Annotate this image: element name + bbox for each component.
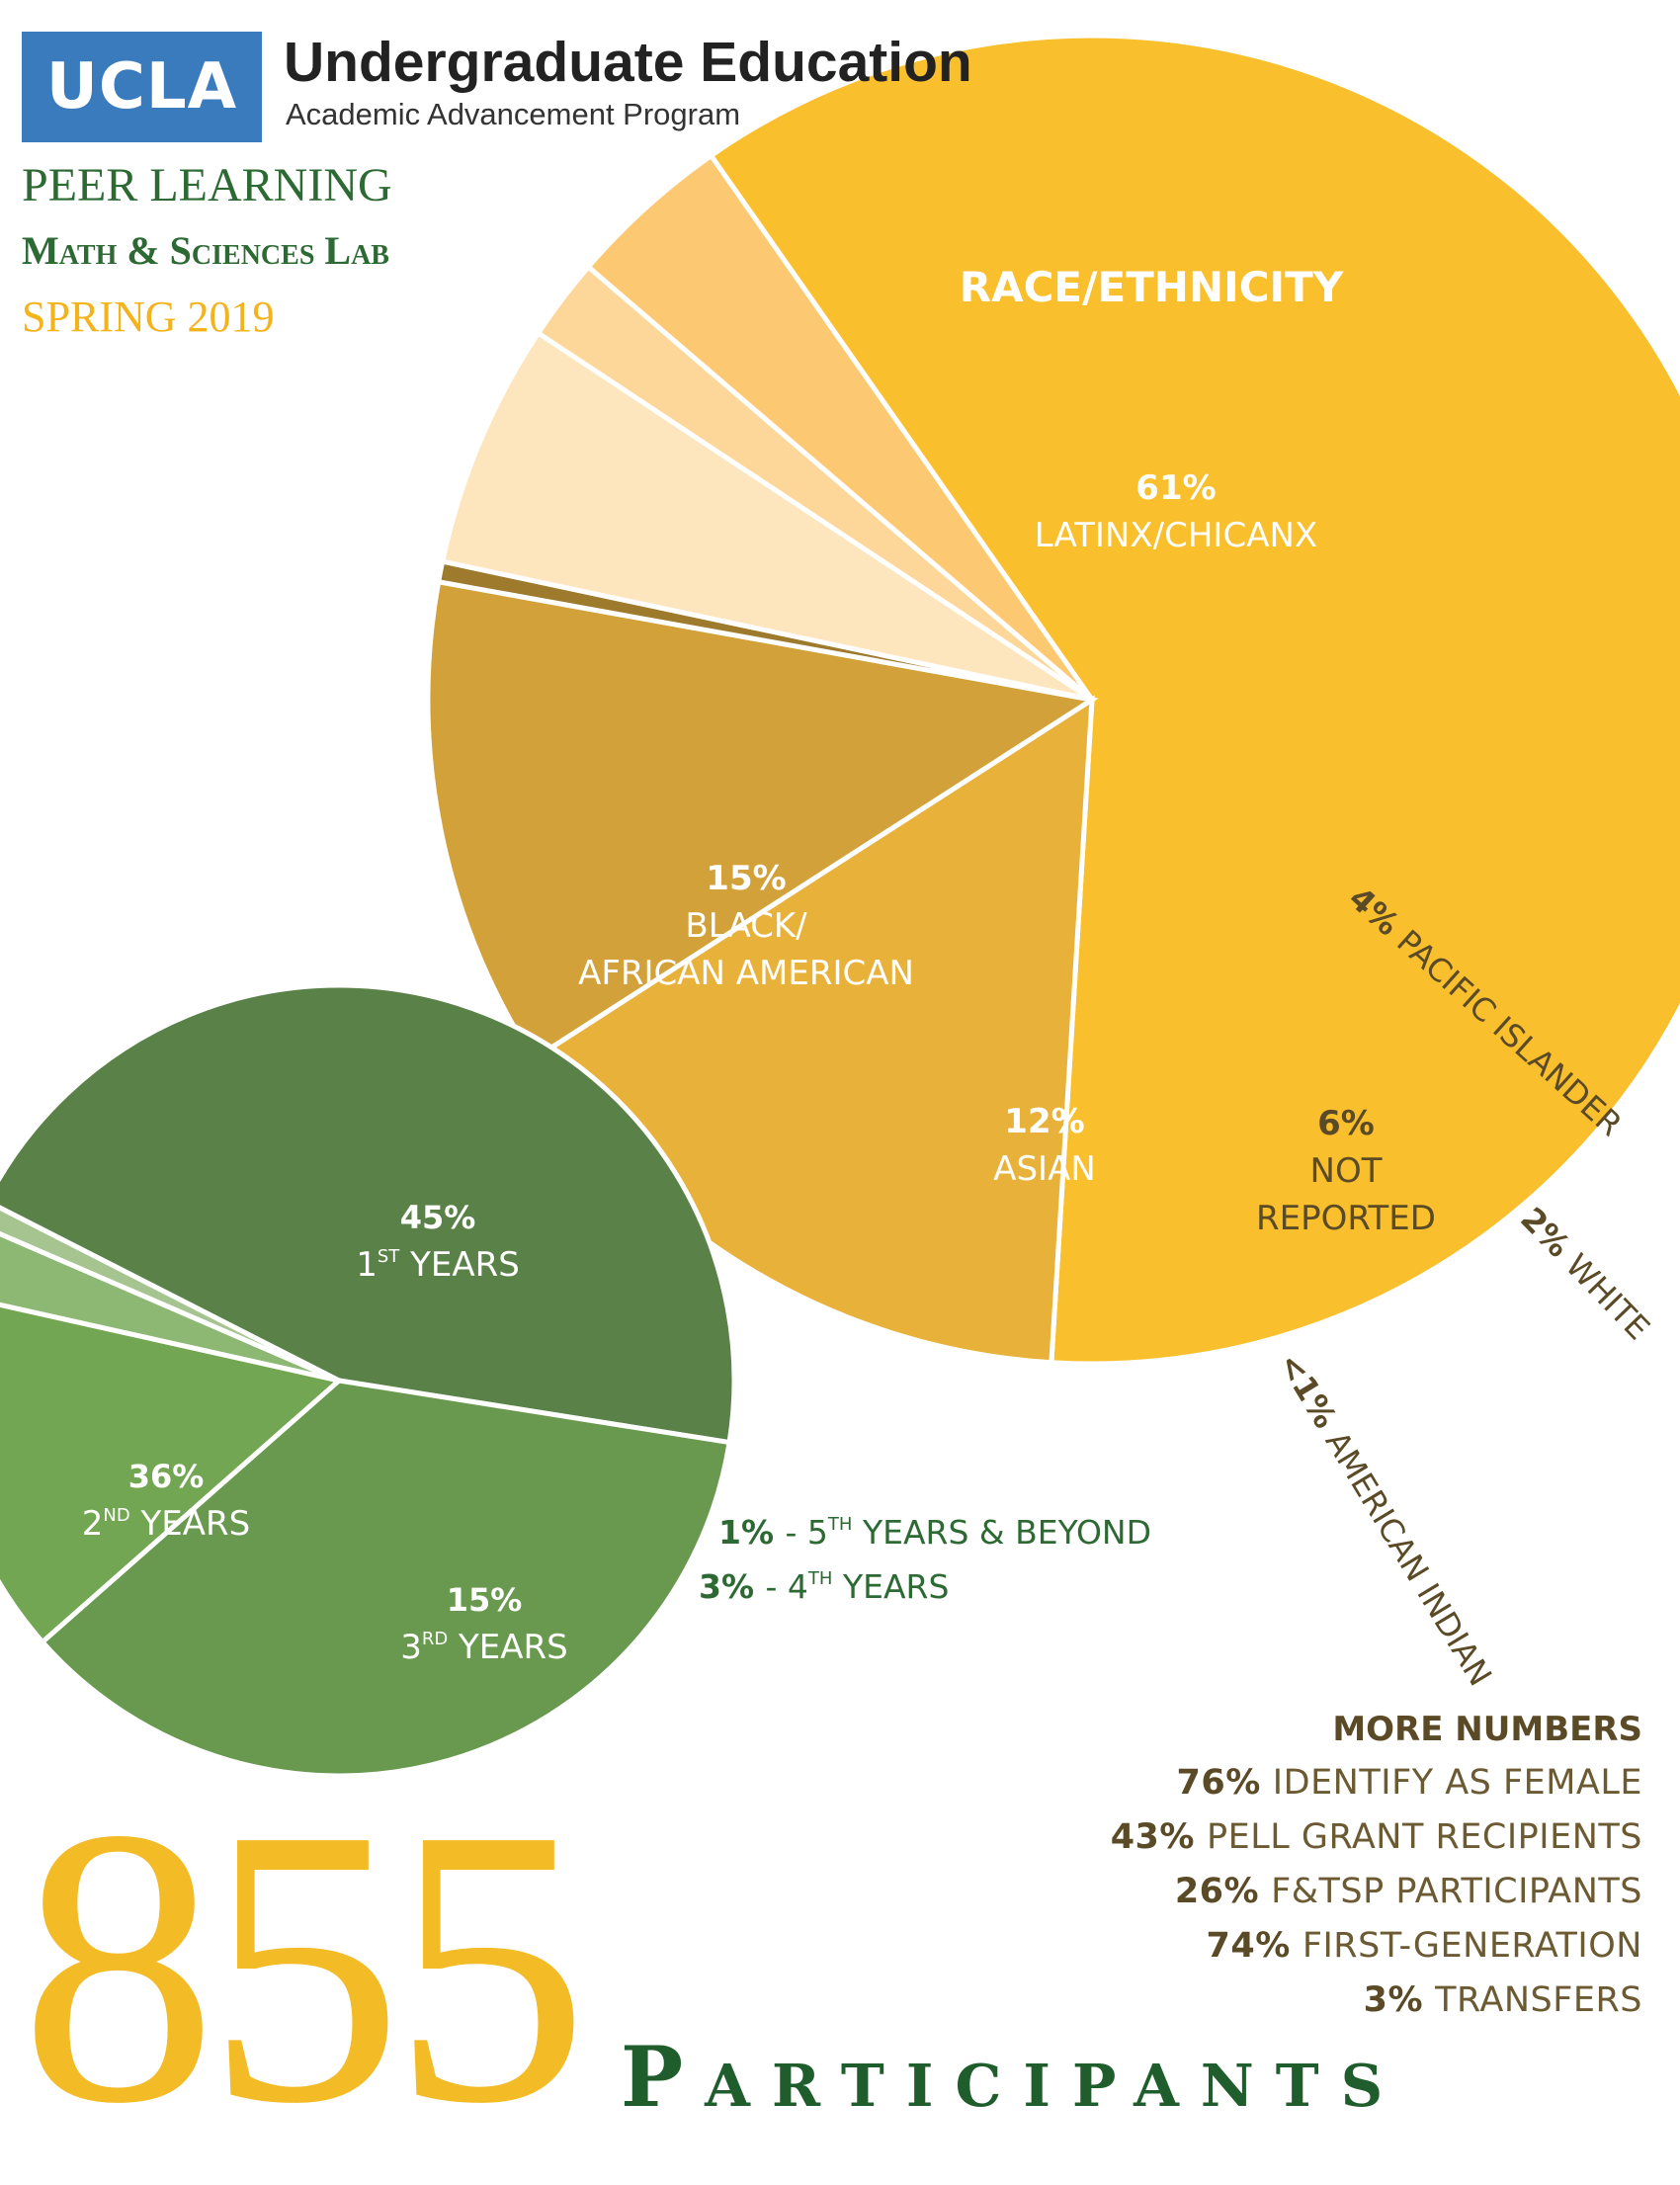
year-pct-label-3rd-years: 15% — [447, 1581, 523, 1619]
ucla-logo: UCLA — [22, 32, 262, 142]
race-name-label-black-african-american-1: AFRICAN AMERICAN — [578, 954, 914, 993]
year-outer-part: - 5 — [786, 1513, 828, 1552]
more-numbers-panel: MORE NUMBERS 76% IDENTIFY AS FEMALE 43% PE… — [1111, 1710, 1642, 2035]
year-name-part: YEARS — [130, 1504, 251, 1544]
stat-text: IDENTIFY AS FEMALE — [1272, 1763, 1642, 1803]
race-pct-label-not-reported: 6% — [1317, 1104, 1375, 1143]
year-name-part: YEARS — [448, 1628, 568, 1667]
participants-label: Participants — [621, 2028, 1405, 2126]
race-slice-not-reported — [439, 329, 1094, 703]
race-chart-title: RACE/ETHNICITY — [960, 263, 1344, 311]
race-name-label-not-reported-1: REPORTED — [1256, 1199, 1436, 1238]
year-name-part: 3 — [400, 1628, 422, 1667]
stat-row: 74% FIRST-GENERATION — [1111, 1926, 1642, 1966]
stat-text: FIRST-GENERATION — [1302, 1926, 1642, 1966]
year-name-part: 2 — [82, 1504, 104, 1544]
year-slice-4th-years — [0, 1230, 340, 1384]
ucla-logo-text: UCLA — [45, 50, 238, 124]
race-slice-pacific-islander — [584, 152, 1095, 702]
stat-row: 76% IDENTIFY AS FEMALE — [1111, 1763, 1642, 1803]
race-slice-name-white: WHITE — [1558, 1246, 1657, 1347]
year-outer-part: 3% — [699, 1567, 766, 1606]
stat-pct: 76% — [1176, 1763, 1261, 1803]
more-numbers-title: MORE NUMBERS — [1332, 1710, 1642, 1749]
year-outer-label-4th-years: 3% - 4TH YEARS — [699, 1567, 949, 1606]
participant-count: 855 — [20, 1747, 589, 2185]
year-outer-part: TH — [807, 1568, 833, 1589]
year-name-label-3rd-years: 3RD YEARS — [400, 1628, 568, 1667]
year-outer-part: 1% — [718, 1513, 786, 1552]
race-slice-latinx-chicanx — [708, 33, 1680, 1367]
stat-row: 3% TRANSFERS — [1111, 1980, 1642, 2020]
race-slice-pct-american-indian: <1% — [1271, 1347, 1350, 1445]
race-pct-label-black-african-american: 15% — [706, 859, 786, 898]
year-outer-label-5th-years-beyond: 1% - 5TH YEARS & BEYOND — [718, 1513, 1151, 1552]
year-pct-label-1st-years: 45% — [400, 1199, 476, 1236]
race-name-label-latinx-chicanx-0: LATINX/CHICANX — [1035, 516, 1317, 555]
year-name-part: 1 — [356, 1245, 378, 1285]
race-pct-label-asian: 12% — [1004, 1102, 1084, 1141]
stat-row: 43% PELL GRANT RECIPIENTS — [1111, 1817, 1642, 1857]
stat-text: F&TSP PARTICIPANTS — [1271, 1872, 1642, 1911]
stat-pct: 74% — [1206, 1926, 1291, 1966]
lab-name: Math & Sciences Lab — [22, 228, 389, 273]
year-outer-part: - 4 — [766, 1567, 808, 1606]
stat-pct: 26% — [1174, 1872, 1260, 1911]
year-slice-1st-years — [0, 982, 737, 1446]
stat-text: PELL GRANT RECIPIENTS — [1206, 1817, 1642, 1857]
year-name-label-2nd-years: 2ND YEARS — [82, 1504, 251, 1544]
year-outer-part: YEARS & BEYOND — [852, 1513, 1151, 1552]
year-outer-part: TH — [827, 1514, 853, 1535]
year-name-part: ST — [378, 1246, 400, 1267]
stat-row: 26% F&TSP PARTICIPANTS — [1111, 1872, 1642, 1911]
year-slice-2nd-years — [39, 1378, 732, 1779]
year-name-label-1st-years: 1ST YEARS — [356, 1245, 520, 1285]
term-label: SPRING 2019 — [22, 293, 275, 341]
race-pct-label-latinx-chicanx: 61% — [1135, 468, 1216, 508]
year-outer-part: YEARS — [832, 1567, 949, 1606]
year-name-part: RD — [422, 1629, 448, 1649]
program-name: PEER LEARNING — [22, 159, 392, 211]
race-name-label-black-african-american-0: BLACK/ — [685, 906, 807, 946]
race-slice-label-american-indian: <1% AMERICAN INDIAN — [1271, 1347, 1499, 1693]
page-title: Undergraduate Education — [284, 31, 972, 94]
year-slice-3rd-years — [0, 1302, 345, 1646]
stat-text: TRANSFERS — [1435, 1980, 1642, 2020]
race-name-label-asian-0: ASIAN — [993, 1149, 1096, 1189]
stat-pct: 3% — [1363, 1980, 1424, 2020]
race-slice-asian — [425, 578, 1099, 1063]
stat-pct: 43% — [1110, 1817, 1195, 1857]
page-subtitle: Academic Advancement Program — [286, 97, 741, 131]
race-name-label-not-reported-0: NOT — [1310, 1151, 1383, 1191]
race-slice-name-american-indian: AMERICAN INDIAN — [1318, 1425, 1499, 1693]
year-name-part: ND — [103, 1505, 129, 1526]
year-name-part: YEARS — [399, 1245, 520, 1285]
year-pct-label-2nd-years: 36% — [128, 1458, 205, 1495]
race-slice-label-white: 2% WHITE — [1513, 1200, 1657, 1347]
